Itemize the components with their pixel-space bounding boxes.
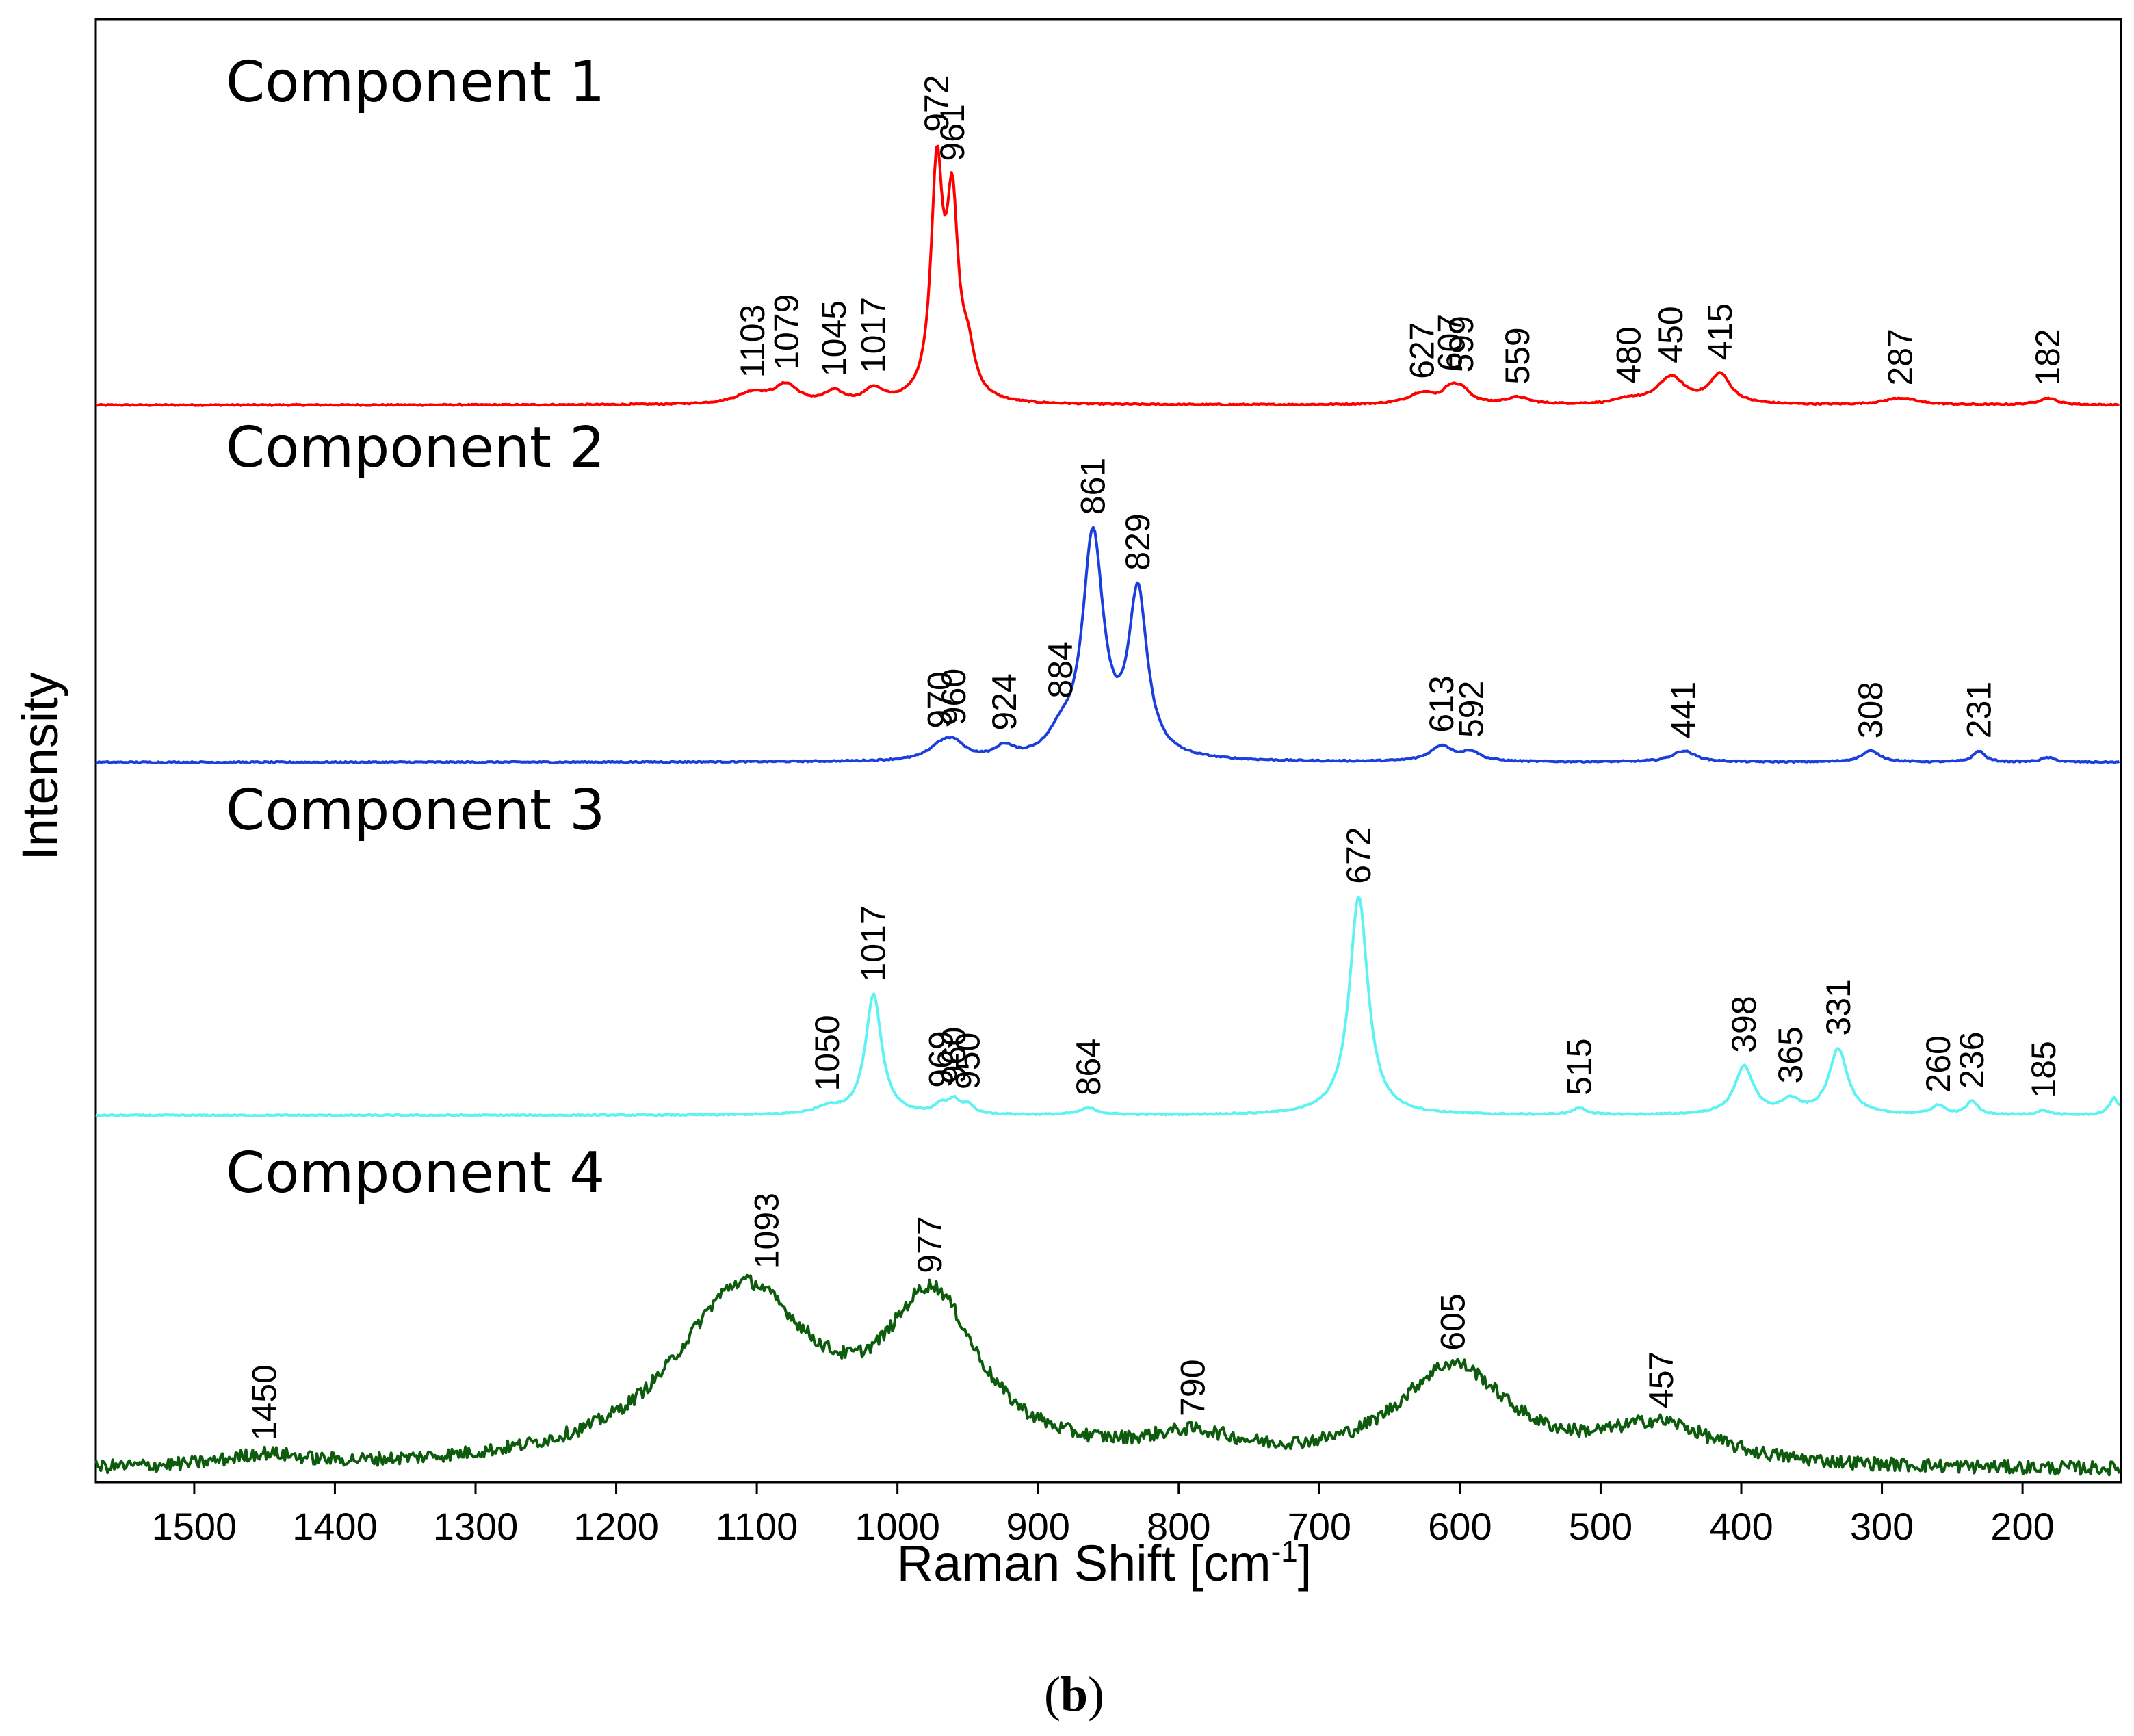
x-axis-title: Raman Shift [cm-1]: [897, 1535, 1312, 1592]
x-tick-label-800: 800: [1147, 1505, 1210, 1548]
peak-label-1-1017: 1017: [855, 297, 893, 373]
series-layer: [94, 144, 2121, 1477]
peak-label-3-365: 365: [1771, 1026, 1810, 1083]
x-tick-label-1000: 1000: [855, 1505, 940, 1548]
x-axis-title-suffix: ]: [1298, 1535, 1312, 1592]
peak-label-3-960: 960: [935, 1027, 973, 1084]
peak-label-2-441: 441: [1665, 682, 1703, 738]
peak-label-1-1103: 1103: [733, 305, 772, 378]
peak-label-4-605: 605: [1434, 1293, 1472, 1350]
panel-label-letter: b: [1061, 1667, 1088, 1722]
peak-label-2-231: 231: [1960, 682, 1998, 738]
component-title-3: Component 3: [226, 778, 605, 843]
peak-label-3-1050: 1050: [808, 1015, 846, 1091]
x-tick-label-700: 700: [1288, 1505, 1351, 1548]
x-axis-title-main: Raman Shift [cm: [897, 1535, 1271, 1592]
x-tick-label-1400: 1400: [292, 1505, 378, 1548]
series-line-4: [94, 1273, 2121, 1477]
x-tick-label-1100: 1100: [716, 1505, 798, 1548]
peak-label-4-1093: 1093: [748, 1193, 786, 1269]
peak-label-1-599: 599: [1442, 315, 1481, 372]
peak-label-1-559: 559: [1498, 327, 1537, 384]
peak-label-3-950: 950: [948, 1033, 987, 1089]
x-axis-title-superscript: -1: [1271, 1535, 1298, 1568]
peak-label-1-1045: 1045: [815, 300, 853, 376]
peak-label-2-592: 592: [1452, 681, 1490, 738]
plot-frame: [94, 18, 2122, 1484]
peak-label-1-961: 961: [933, 104, 972, 161]
peak-label-1-972: 972: [918, 75, 956, 131]
peak-label-1-480: 480: [1610, 326, 1648, 383]
peak-label-4-790: 790: [1173, 1359, 1212, 1416]
peak-label-2-960: 960: [935, 669, 973, 725]
y-axis-title: Intensity: [12, 672, 68, 861]
peak-label-1-287: 287: [1881, 328, 1919, 385]
peak-label-1-415: 415: [1701, 303, 1739, 360]
series-line-1: [95, 144, 2120, 407]
peak-label-1-1079: 1079: [767, 294, 805, 370]
panel-label: (b): [1044, 1667, 1104, 1722]
x-tick-label-600: 600: [1428, 1505, 1492, 1548]
peak-label-3-236: 236: [1953, 1031, 1991, 1088]
x-tick-label-1500: 1500: [152, 1505, 237, 1548]
series-line-2: [95, 526, 2120, 764]
peak-label-3-185: 185: [2025, 1041, 2063, 1098]
peak-label-2-613: 613: [1422, 675, 1461, 732]
x-tick-label-1200: 1200: [573, 1505, 659, 1548]
peak-label-3-398: 398: [1725, 996, 1763, 1052]
peak-label-2-970: 970: [920, 671, 959, 728]
peak-label-3-331: 331: [1819, 979, 1858, 1035]
peak-label-3-864: 864: [1069, 1039, 1108, 1096]
x-tick-layer: 1500 1400 1300 1200 1100 1000 900 800 700 600 500 4…: [152, 1482, 2055, 1548]
x-tick-label-900: 900: [1006, 1505, 1070, 1548]
peak-label-2-924: 924: [985, 673, 1024, 730]
series-line-3: [95, 895, 2121, 1117]
peak-label-4-457: 457: [1642, 1351, 1680, 1408]
peak-label-1-450: 450: [1652, 306, 1690, 363]
x-tick-label-200: 200: [1990, 1505, 2054, 1548]
peak-label-2-308: 308: [1851, 682, 1890, 738]
x-tick-label-1300: 1300: [433, 1505, 519, 1548]
peak-label-4-977: 977: [911, 1216, 949, 1273]
peak-label-2-884: 884: [1041, 641, 1080, 698]
x-tick-label-500: 500: [1569, 1505, 1632, 1548]
peak-label-2-829: 829: [1119, 513, 1157, 570]
peak-label-3-515: 515: [1561, 1038, 1599, 1095]
peak-label-3-969: 969: [922, 1031, 960, 1087]
peak-label-3-1017: 1017: [855, 905, 893, 981]
component-title-4: Component 4: [226, 1141, 605, 1206]
peak-label-2-861: 861: [1073, 458, 1112, 515]
peak-label-4-1450: 1450: [246, 1364, 284, 1440]
x-tick-label-400: 400: [1709, 1505, 1773, 1548]
peak-label-3-672: 672: [1340, 827, 1378, 883]
peak-label-1-182: 182: [2029, 328, 2067, 385]
peak-label-1-607: 607: [1431, 314, 1470, 371]
peak-label-3-260: 260: [1919, 1035, 1957, 1092]
component-title-1: Component 1: [226, 50, 605, 115]
peak-label-1-627: 627: [1403, 322, 1441, 378]
component-title-2: Component 2: [226, 415, 605, 480]
component-title-layer: Component 1 Component 2 Component 3 Compone…: [226, 50, 605, 1206]
x-tick-label-300: 300: [1850, 1505, 1914, 1548]
